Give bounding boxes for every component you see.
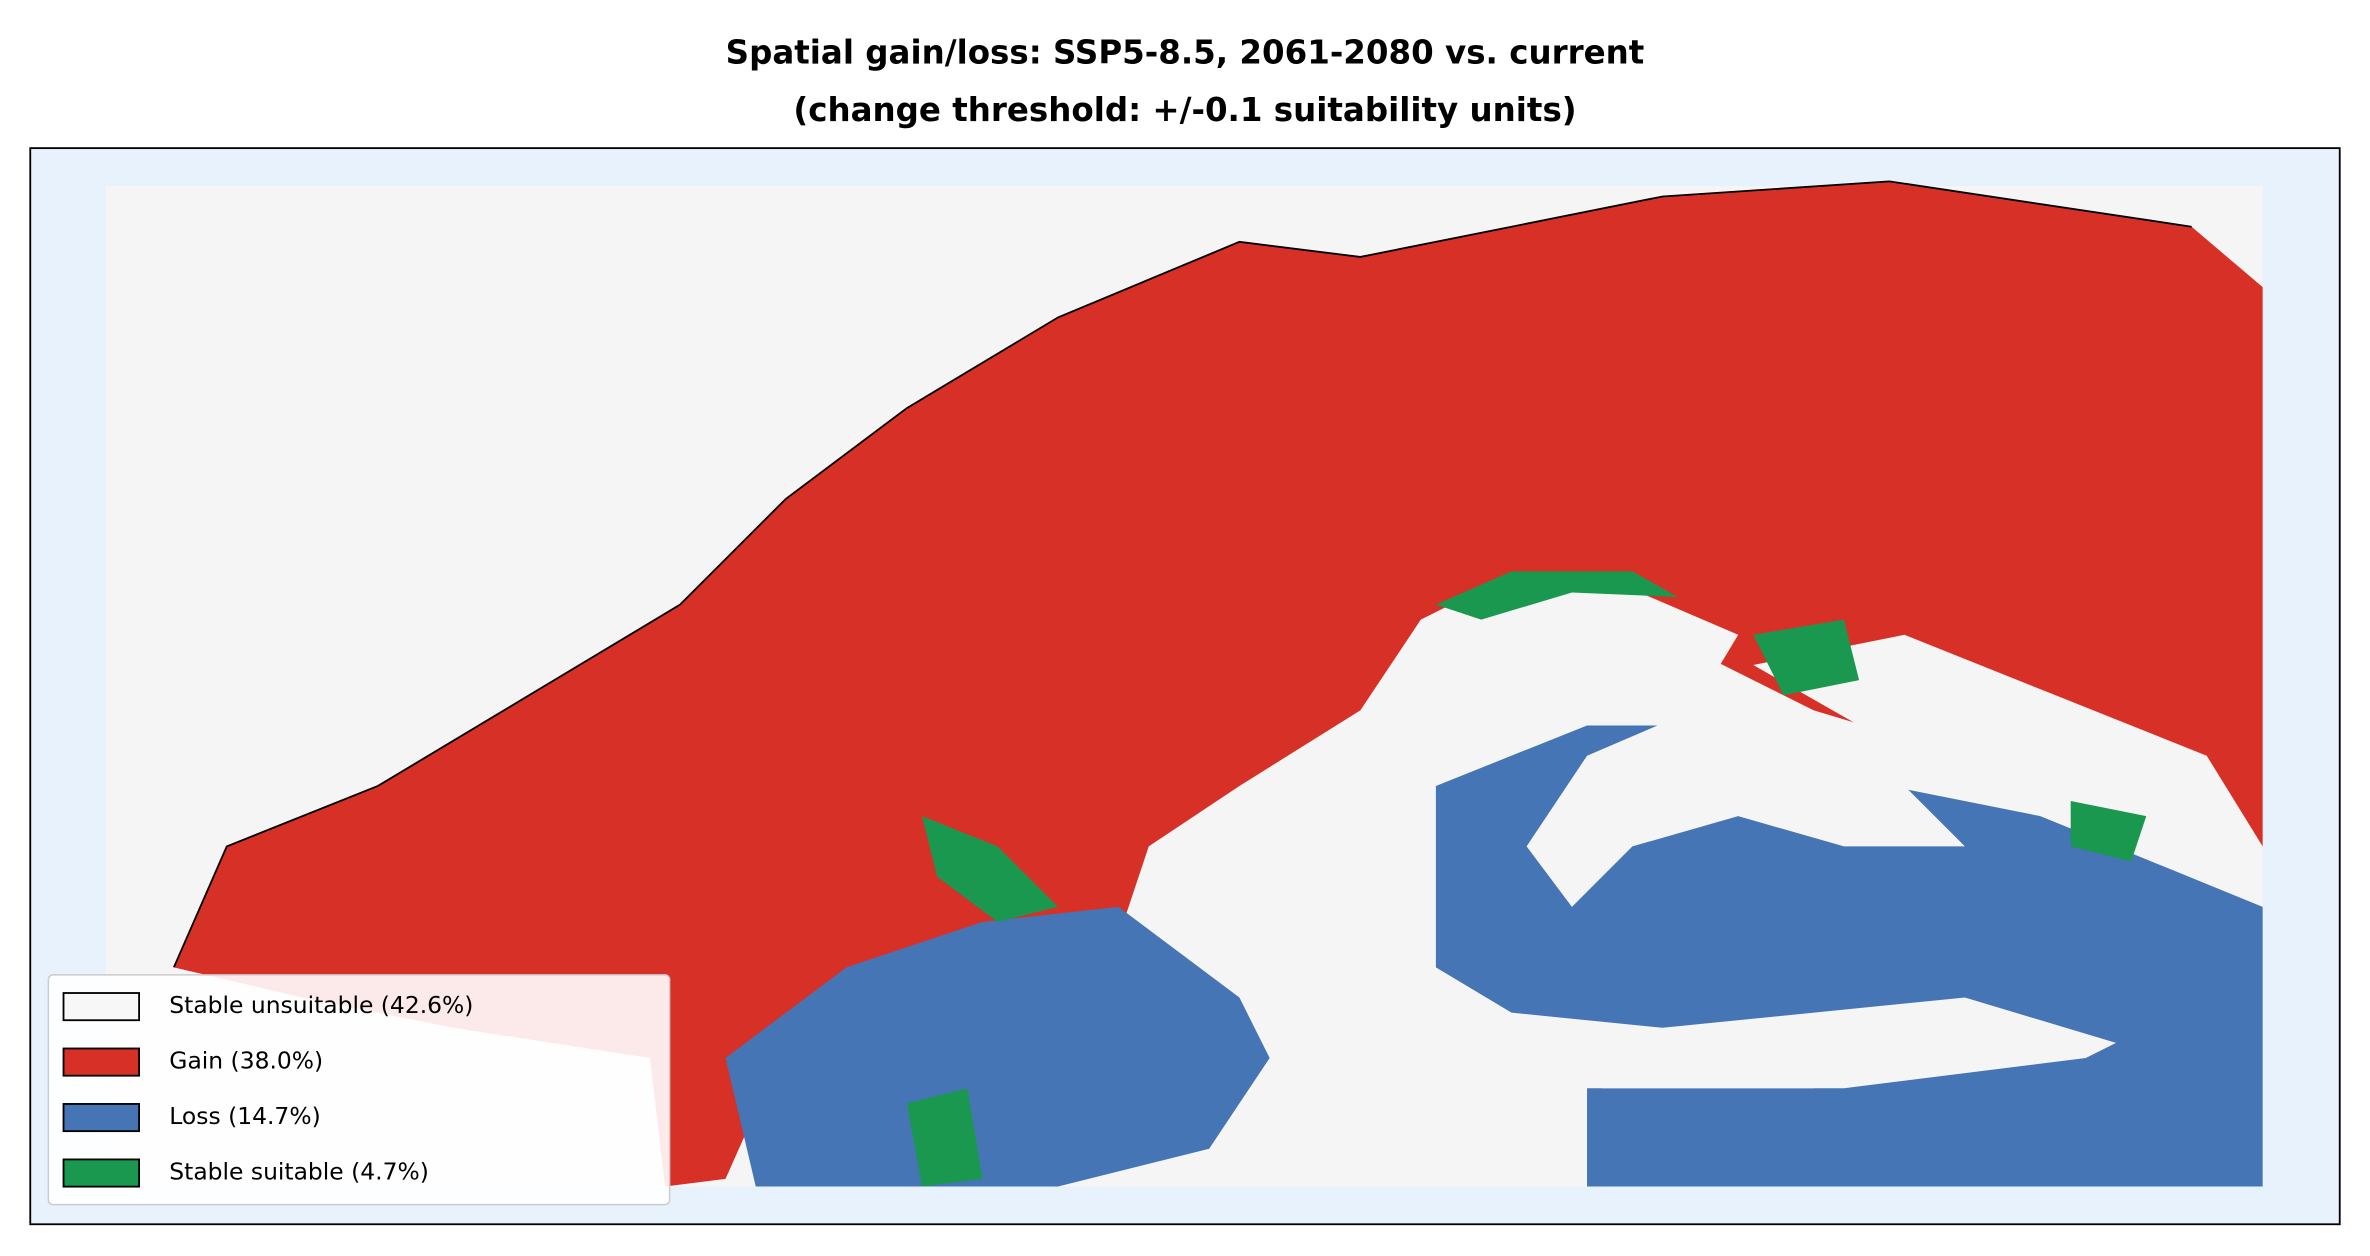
- legend-swatch: [62, 992, 140, 1022]
- title-line: (change threshold: +/-0.1 suitability un…: [793, 91, 1576, 129]
- legend-label: Loss (14.7%): [169, 1102, 320, 1130]
- unsuitable-patch: [1753, 634, 2263, 847]
- patch: [2070, 801, 2147, 862]
- legend-swatch: [62, 1158, 140, 1188]
- legend: Stable unsuitable (42.6%) Gain (38.0%) Los…: [47, 974, 671, 1206]
- gulf-of-finland: [1571, 1027, 2117, 1089]
- loss-region-sweden: [725, 906, 1270, 1187]
- legend-label: Stable unsuitable (42.6%): [169, 991, 473, 1019]
- unsuitable-patch: [1526, 710, 1965, 907]
- legend-label: Stable suitable (4.7%): [169, 1158, 429, 1186]
- legend-label: Gain (38.0%): [169, 1047, 323, 1075]
- stable-suitable-patches: [906, 571, 2147, 1187]
- legend-swatch: [62, 1103, 140, 1133]
- gain-region: [173, 181, 2263, 1187]
- patch: [922, 816, 1059, 922]
- map-frame: [29, 147, 2341, 1226]
- coastline: [173, 180, 2192, 968]
- patch: [906, 1088, 983, 1187]
- legend-swatch: [62, 1047, 140, 1077]
- title-line: Spatial gain/loss: SSP5-8.5, 2061-2080 v…: [726, 33, 1645, 71]
- map: [29, 147, 2341, 1226]
- patch: [1753, 619, 1860, 696]
- legend-box: [47, 974, 671, 1206]
- patch: [1435, 571, 1678, 620]
